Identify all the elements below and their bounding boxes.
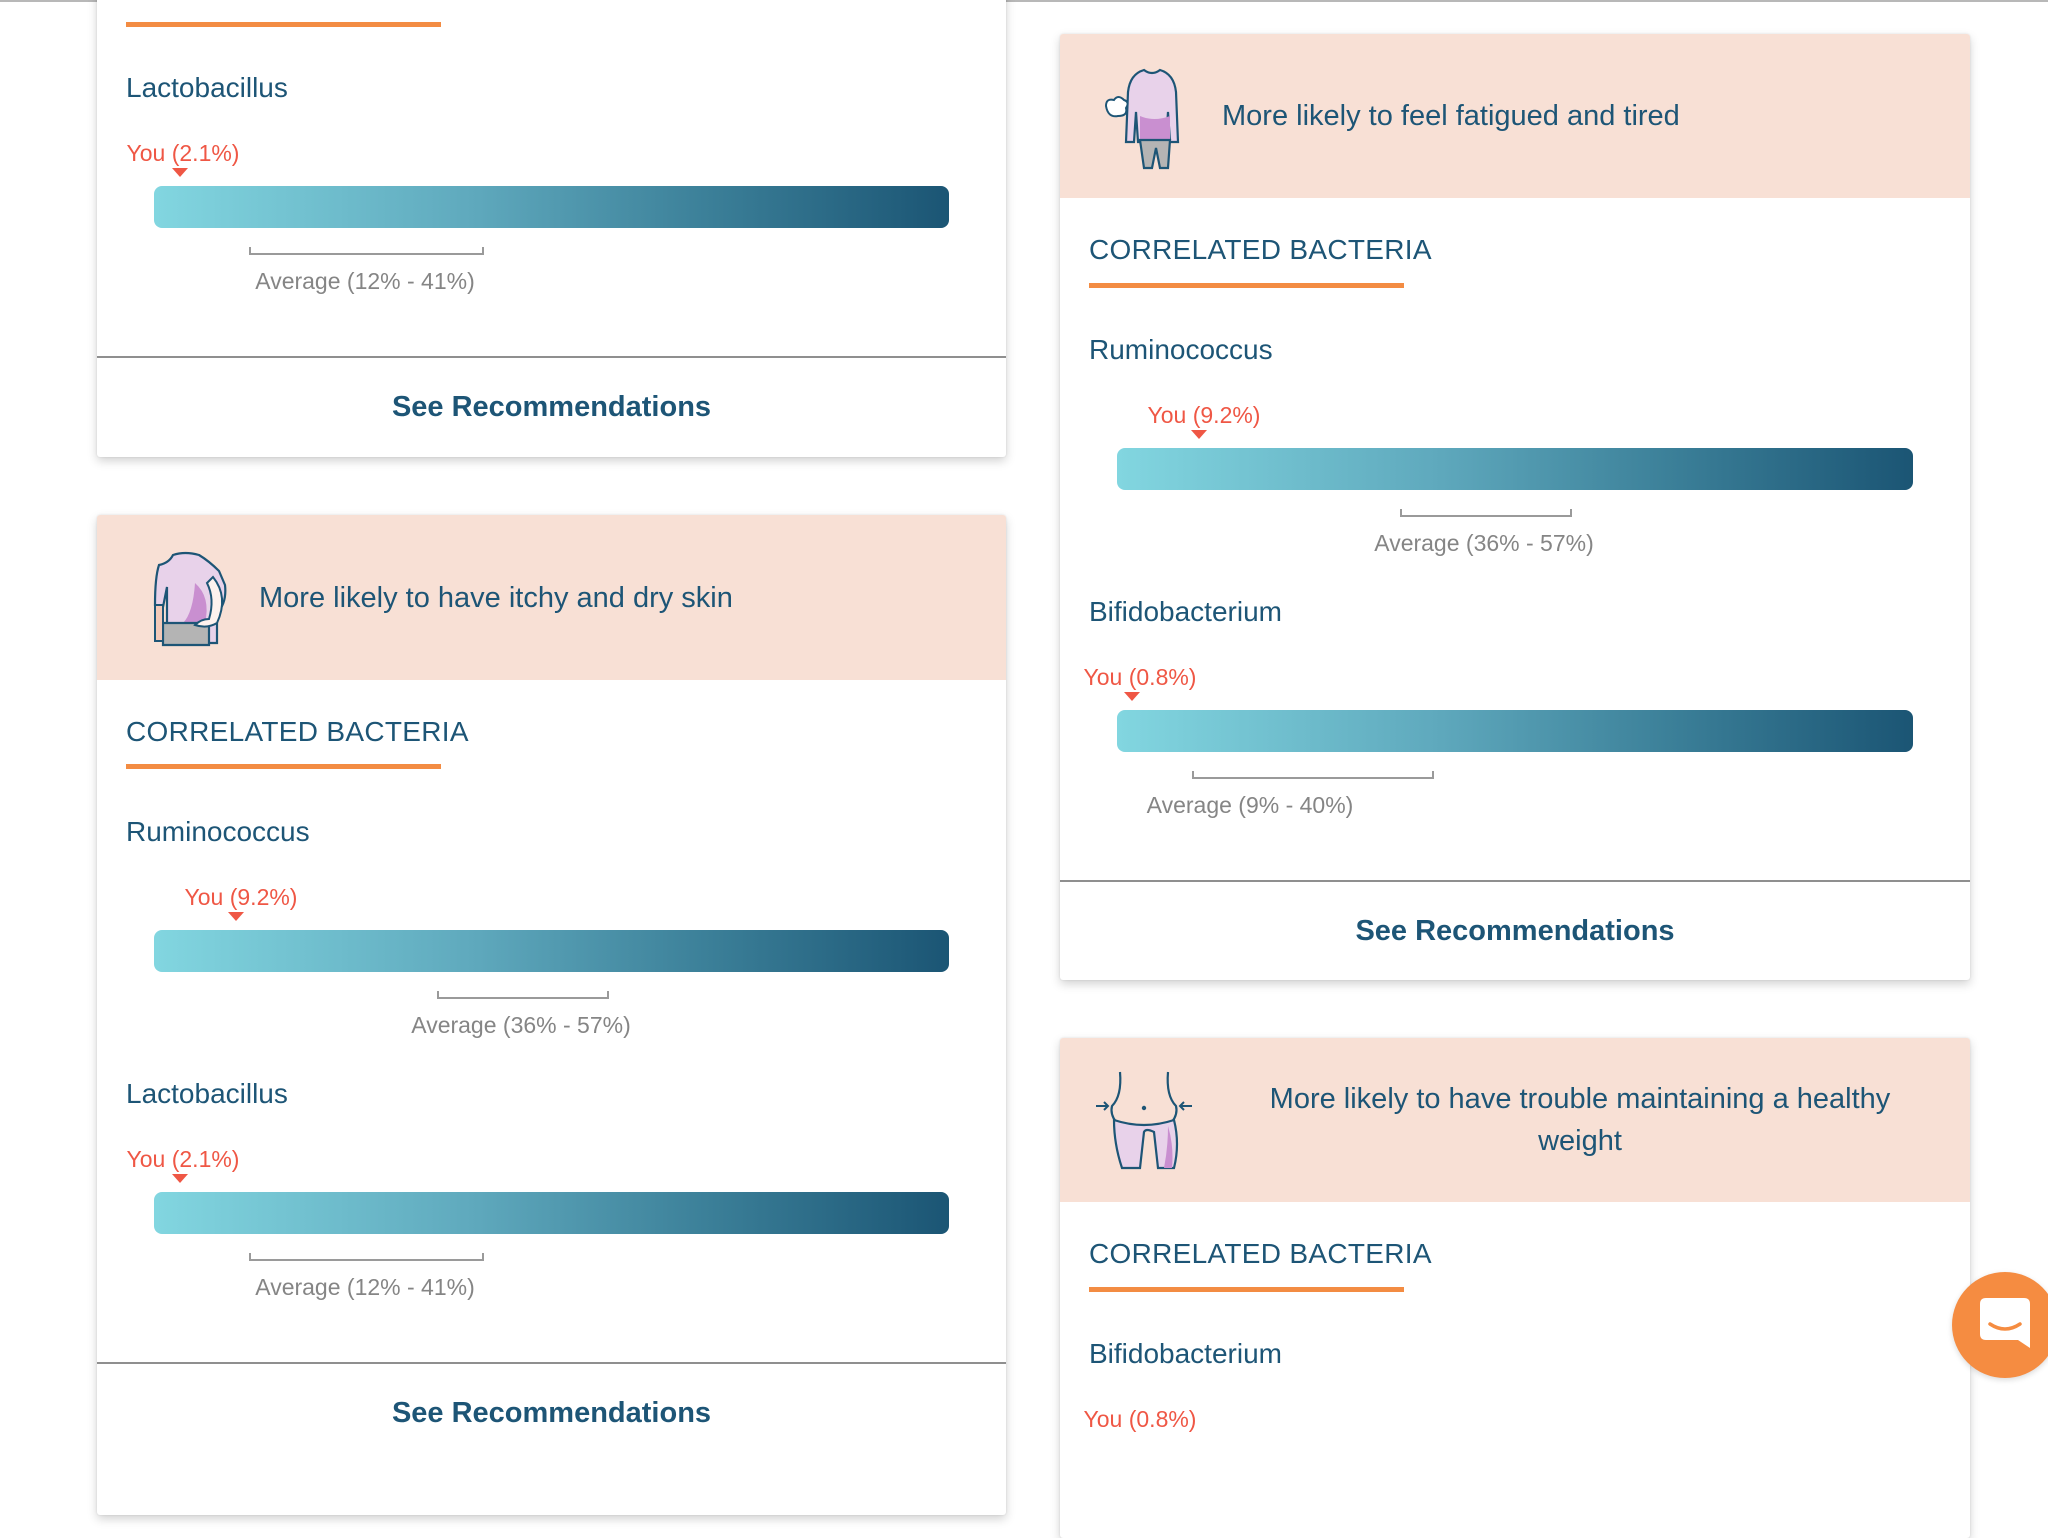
symptom-card-weight: More likely to have trouble maintaining … <box>1060 1038 1970 1538</box>
you-label: You (2.1%) <box>126 140 240 166</box>
card-header-title: More likely to feel fatigued and tired <box>1222 100 1680 132</box>
bacterium-name: Ruminococcus <box>126 816 310 847</box>
abundance-bar <box>154 930 949 972</box>
bacterium-row: Lactobacillus You (2.1%) Average (12% - … <box>97 1077 1006 1339</box>
abundance-bar <box>154 1192 949 1234</box>
divider <box>97 1362 1006 1364</box>
fatigued-person-icon <box>1104 68 1180 170</box>
chat-button[interactable] <box>1952 1272 2048 1378</box>
symptom-card: Lactobacillus You (2.1%) Average (12% - … <box>97 0 1006 457</box>
see-recommendations-button[interactable]: See Recommendations <box>1355 914 1675 947</box>
you-marker-triangle-icon <box>172 1174 188 1183</box>
bacterium-row: Ruminococcus You (9.2%) Average (36% - 5… <box>97 815 1006 1077</box>
see-recommendations-button[interactable]: See Recommendations <box>391 390 712 423</box>
section-underline <box>126 764 441 769</box>
you-marker-triangle-icon <box>172 168 188 177</box>
average-range-bracket <box>1400 509 1572 517</box>
itchy-skin-person-icon <box>153 551 227 647</box>
you-label: You (9.2%) <box>1147 402 1261 428</box>
you-marker-triangle-icon <box>1124 692 1140 701</box>
symptom-card-itchy-skin: More likely to have itchy and dry skin C… <box>97 515 1006 1515</box>
section-underline <box>1089 1287 1404 1292</box>
you-label: You (0.8%) <box>1083 664 1197 690</box>
section-title: CORRELATED BACTERIA <box>126 716 469 747</box>
bacterium-row: Ruminococcus You (9.2%) Average (36% - 5… <box>1060 333 1970 595</box>
section-title: CORRELATED BACTERIA <box>1089 234 1432 265</box>
bacterium-row: Bifidobacterium You (0.8%) <box>1060 1337 1970 1538</box>
average-range-bracket <box>249 1253 484 1261</box>
average-label: Average (9% - 40%) <box>1146 792 1354 818</box>
you-label: You (0.8%) <box>1083 1406 1197 1432</box>
card-header: More likely to feel fatigued and tired <box>1060 34 1970 198</box>
bacterium-name: Ruminococcus <box>1089 334 1273 365</box>
top-rule <box>0 0 2048 2</box>
average-label: Average (12% - 41%) <box>255 268 475 294</box>
average-range-bracket <box>437 991 609 999</box>
average-range-bracket <box>249 247 484 255</box>
divider <box>97 356 1006 358</box>
bacterium-row: Lactobacillus You (2.1%) Average (12% - … <box>97 71 1006 333</box>
bacterium-name: Bifidobacterium <box>1089 1338 1282 1369</box>
bacterium-name: Lactobacillus <box>126 72 288 103</box>
you-label: You (9.2%) <box>184 884 298 910</box>
chat-smile-icon <box>1980 1298 2030 1348</box>
abundance-bar <box>154 186 949 228</box>
average-range-bracket <box>1192 771 1434 779</box>
card-header-title: More likely to have trouble maintaining … <box>1269 1083 1891 1157</box>
card-header: More likely to have trouble maintaining … <box>1060 1038 1970 1202</box>
waist-measure-icon <box>1096 1071 1192 1170</box>
average-label: Average (12% - 41%) <box>255 1274 475 1300</box>
card-header-title: More likely to have itchy and dry skin <box>259 581 733 614</box>
see-recommendations-button[interactable]: See Recommendations <box>391 1396 712 1429</box>
you-marker-triangle-icon <box>1191 430 1207 439</box>
symptom-card-fatigue: More likely to feel fatigued and tired C… <box>1060 34 1970 980</box>
section-underline <box>1089 283 1404 288</box>
you-label: You (2.1%) <box>126 1146 240 1172</box>
bacterium-name: Bifidobacterium <box>1089 596 1282 627</box>
card-header: More likely to have itchy and dry skin <box>97 515 1006 680</box>
abundance-bar <box>1117 448 1913 490</box>
bacterium-name: Lactobacillus <box>126 1078 288 1109</box>
section-underline <box>126 22 441 27</box>
section-title: CORRELATED BACTERIA <box>1089 1238 1432 1269</box>
you-marker-triangle-icon <box>228 912 244 921</box>
abundance-bar <box>1117 710 1913 752</box>
average-label: Average (36% - 57%) <box>1374 530 1594 556</box>
bacterium-row: Bifidobacterium You (0.8%) Average (9% -… <box>1060 595 1970 857</box>
divider <box>1060 880 1970 882</box>
average-label: Average (36% - 57%) <box>411 1012 631 1038</box>
